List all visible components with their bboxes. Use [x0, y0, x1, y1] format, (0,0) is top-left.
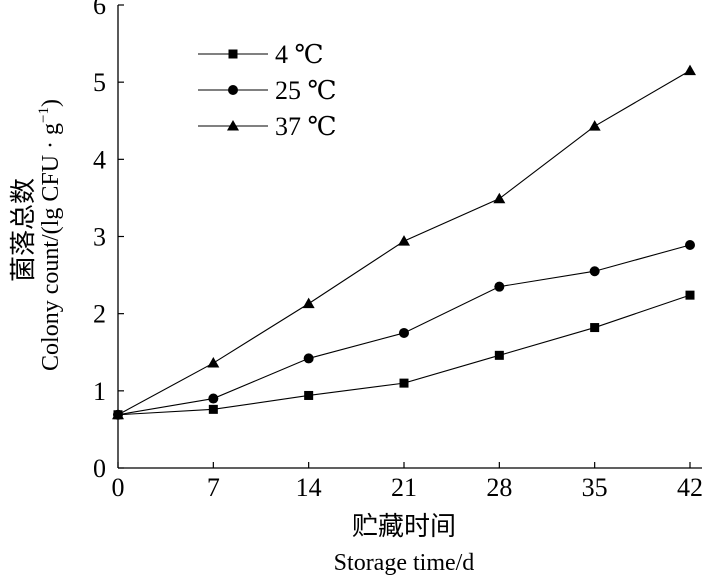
x-tick-label: 35: [582, 473, 608, 502]
legend-label: 37 ℃: [275, 112, 337, 141]
data-point: [304, 390, 314, 400]
x-tick-label: 0: [112, 473, 125, 502]
y-tick-label: 0: [93, 454, 106, 483]
x-tick-label: 14: [296, 473, 322, 502]
legend-marker: [228, 85, 238, 95]
legend-marker: [228, 49, 238, 59]
series-1: [113, 239, 695, 420]
data-point: [685, 290, 695, 300]
series-2: [112, 64, 696, 420]
x-axis-label-cn: 贮藏时间: [352, 512, 456, 541]
legend-marker: [227, 120, 239, 131]
x-tick-label: 7: [207, 473, 220, 502]
data-point: [685, 239, 695, 250]
y-tick-label: 6: [93, 0, 106, 20]
series-line: [117, 294, 691, 416]
series-0: [113, 290, 695, 420]
x-tick-label: 28: [486, 473, 512, 502]
x-tick-label: 42: [677, 473, 702, 502]
data-point: [494, 350, 504, 360]
data-point: [588, 120, 601, 131]
legend-item: 4 ℃: [198, 40, 324, 69]
legend-item: 25 ℃: [198, 76, 337, 105]
data-point: [208, 393, 219, 404]
data-point: [590, 323, 600, 333]
data-point: [493, 192, 506, 204]
data-point: [494, 281, 505, 292]
y-tick-label: 2: [93, 300, 106, 329]
data-point: [208, 404, 218, 414]
y-axis-label-main: Colony count/(lg CFU · g: [38, 123, 64, 371]
data-point: [112, 408, 124, 420]
y-tick-label: 1: [93, 377, 106, 406]
y-axis-label-sup: −1: [36, 107, 52, 123]
y-axis-label-end: ): [38, 99, 64, 107]
legend-item: 37 ℃: [198, 112, 337, 141]
y-axis-label-cn: 菌落总数: [9, 178, 38, 282]
data-point: [589, 266, 600, 277]
y-tick-label: 5: [93, 68, 106, 97]
x-tick-label: 21: [391, 473, 417, 502]
data-point: [302, 297, 315, 309]
data-point: [399, 378, 409, 388]
legend-label: 4 ℃: [275, 40, 324, 69]
data-point: [684, 64, 696, 76]
y-axis-label: Colony count/(lg CFU · g−1): [36, 99, 64, 371]
y-tick-label: 4: [93, 145, 106, 174]
x-axis-label: Storage time/d: [334, 550, 475, 576]
y-tick-label: 3: [93, 223, 106, 252]
data-point: [207, 357, 220, 368]
data-point: [398, 235, 410, 246]
data-point: [303, 353, 314, 364]
legend-label: 25 ℃: [275, 76, 337, 105]
data-point: [399, 327, 409, 338]
